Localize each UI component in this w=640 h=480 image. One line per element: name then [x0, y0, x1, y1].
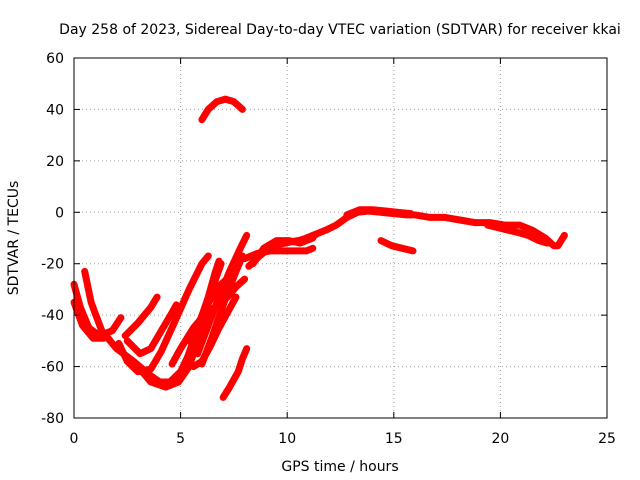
- x-axis-label: GPS time / hours: [281, 459, 398, 475]
- series-line-arc-5: [123, 301, 180, 358]
- series-line-arc-23: [198, 95, 246, 124]
- series-line-arc-11: [194, 231, 251, 358]
- plot-area: [70, 95, 568, 401]
- series-line-arc-13: [185, 273, 234, 345]
- x-tick-label: 15: [385, 431, 403, 447]
- series-line-arc-22: [484, 221, 551, 247]
- series-line-arc-20: [377, 237, 417, 255]
- y-tick-label: -40: [41, 308, 64, 324]
- y-tick-label: -20: [41, 257, 64, 273]
- y-tick-label: -60: [41, 360, 64, 376]
- x-tick-label: 5: [176, 431, 185, 447]
- x-tick-label: 25: [598, 431, 616, 447]
- series-line-arc-8: [145, 257, 223, 389]
- series-line-arc-4: [115, 252, 212, 376]
- series-line-arc-6: [121, 293, 161, 340]
- x-tick-label: 10: [278, 431, 296, 447]
- x-tick-label: 20: [491, 431, 509, 447]
- series-line-arc-2: [70, 298, 108, 342]
- y-tick-label: 0: [55, 205, 64, 221]
- plot-frame: [73, 57, 608, 419]
- x-tick-label: 0: [70, 431, 79, 447]
- y-axis-label: SDTVAR / TECUs: [6, 181, 22, 296]
- y-tick-label: 40: [46, 102, 64, 118]
- y-tick-label: -80: [41, 411, 64, 427]
- series-line-arc-14: [219, 345, 251, 401]
- series-line-arc-12: [198, 252, 246, 368]
- chart-title: Day 258 of 2023, Sidereal Day-to-day VTE…: [59, 22, 621, 38]
- y-tick-label: 60: [46, 51, 64, 67]
- grid: [74, 58, 607, 418]
- axis-ticks: 0 5 10 15 20 25 -80 -60 -40 -20 0 20 40 60: [41, 51, 616, 447]
- y-tick-label: 20: [46, 154, 64, 170]
- series-line-arc-9: [168, 275, 249, 368]
- series-line-arc-1: [70, 280, 125, 340]
- series-line-arc-19: [343, 206, 415, 219]
- series-line-arc-21: [411, 211, 568, 250]
